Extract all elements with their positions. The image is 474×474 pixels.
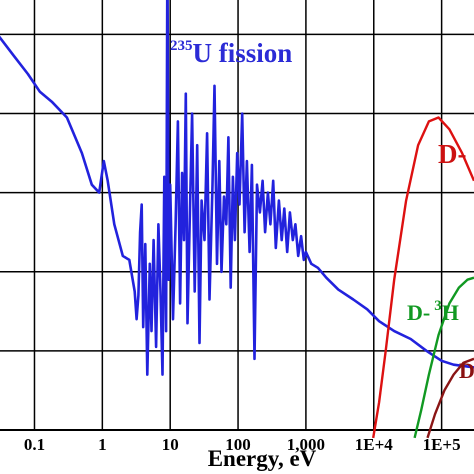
x-tick-label: 0.1 [24, 435, 45, 454]
series-group [0, 0, 474, 439]
series-line-1 [372, 116, 474, 439]
annotation-d-red: D- [438, 139, 467, 169]
annotation-u235-sup: 235 [170, 38, 193, 54]
series-line-2 [413, 276, 474, 439]
x-axis-title: Energy, eV [208, 446, 317, 471]
x-tick-label: 1,000 [287, 435, 325, 454]
series-line-3 [426, 357, 474, 439]
x-tick-labels: 0.1 1 10 100 1,000 1E+4 1E+5 [24, 435, 461, 454]
grid [0, 0, 474, 431]
x-tick-label: 1E+5 [423, 435, 461, 454]
annotation-u235: 235U fission [170, 38, 292, 68]
x-tick-label: 1 [98, 435, 107, 454]
annotation-d-he3-h: H [442, 300, 459, 325]
annotation-d-darkred: D [459, 358, 474, 383]
x-tick-label: 1E+4 [355, 435, 394, 454]
annotation-d-he3-prefix: D- [407, 300, 430, 325]
annotation-u235-text: U fission [193, 38, 293, 68]
series-line-0 [0, 0, 474, 376]
annotation-d-he3-sup: 3 [434, 298, 442, 314]
annotation-d-he3: D- 3H [407, 298, 459, 325]
x-tick-label: 100 [225, 435, 251, 454]
x-tick-label: 10 [162, 435, 179, 454]
